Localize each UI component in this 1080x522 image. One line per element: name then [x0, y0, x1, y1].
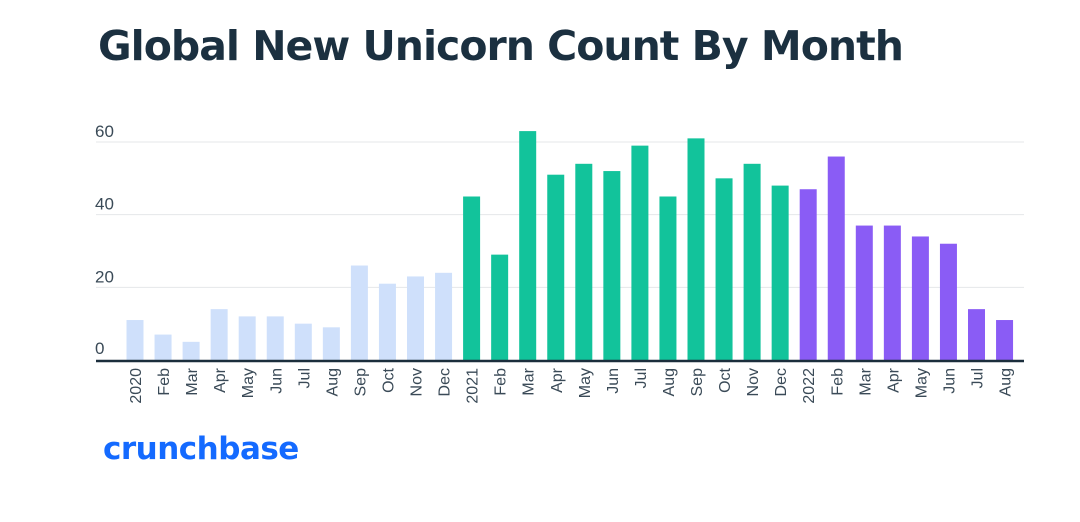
x-tick-label: Feb — [156, 368, 173, 396]
x-tick-label: Nov — [409, 368, 426, 396]
bar-2020-nov — [407, 276, 424, 360]
y-tick-label: 0 — [95, 339, 104, 358]
bar-2020-may — [238, 316, 256, 360]
x-tick-label: Sep — [689, 368, 706, 397]
bar-2020-oct — [378, 283, 396, 360]
bars — [126, 131, 1014, 360]
bar-2021-2021 — [463, 196, 481, 360]
bar-2020-apr — [210, 309, 228, 360]
bar-2021-mar — [519, 131, 537, 360]
bar-2022-aug — [996, 320, 1014, 360]
bar-2021-jun — [603, 171, 621, 360]
bar-2021-may — [575, 163, 593, 360]
bar-2020-aug — [322, 327, 340, 360]
bar-2020-mar — [182, 341, 200, 360]
bar-2022-jul — [968, 309, 985, 360]
bar-2022-jun — [939, 243, 957, 360]
x-tick-label: May — [913, 368, 930, 398]
x-tick-label: Mar — [521, 367, 538, 395]
crunchbase-logo: crunchbase — [103, 431, 299, 467]
bar-2020-dec — [435, 272, 453, 360]
x-tick-label: Aug — [998, 368, 1015, 396]
x-tick-label: Apr — [885, 367, 902, 393]
x-tick-label: Dec — [437, 368, 454, 396]
bar-2020-2020 — [126, 320, 144, 360]
x-tick-label: Mar — [857, 367, 874, 395]
x-tick-label: May — [240, 368, 257, 398]
bar-2022-apr — [883, 225, 901, 360]
x-tick-label: Oct — [380, 367, 397, 392]
x-tick-label: Aug — [661, 368, 678, 396]
bar-2022-mar — [855, 225, 873, 360]
x-tick-label: 2022 — [801, 368, 818, 404]
bar-2021-jul — [631, 145, 649, 360]
x-tick-label: Sep — [352, 368, 369, 397]
chart-title: Global New Unicorn Count By Month — [98, 22, 904, 70]
bar-2021-apr — [547, 174, 565, 360]
x-tick-label: Aug — [324, 368, 341, 396]
y-tick-label: 40 — [95, 195, 114, 214]
x-axis-ticks: 2020 Feb Mar Apr May Jun Jul Aug Sep Oct Nov Dec 202… — [128, 367, 1015, 403]
bar-2020-jul — [294, 323, 312, 360]
bar-2021-aug — [659, 196, 677, 360]
x-tick-label: Jul — [970, 368, 987, 388]
x-tick-label: Jun — [605, 368, 622, 394]
bar-2022-2022 — [799, 189, 817, 360]
x-tick-label: Apr — [549, 367, 566, 393]
y-tick-label: 60 — [95, 122, 114, 141]
bar-2021-sep — [687, 138, 705, 360]
bar-2020-feb — [154, 334, 172, 360]
x-tick-label: Nov — [745, 368, 762, 396]
bar-2022-feb — [827, 156, 845, 360]
y-axis-ticks: 0 20 40 60 — [95, 122, 114, 358]
x-tick-label: Jul — [633, 368, 650, 388]
bar-2021-feb — [491, 254, 509, 360]
bar-2021-dec — [771, 185, 789, 360]
x-tick-label: Jun — [941, 368, 958, 394]
x-tick-label: Feb — [829, 368, 846, 396]
x-tick-label: Jun — [268, 368, 285, 394]
bar-2022-may — [911, 236, 929, 360]
bar-2021-nov — [743, 163, 761, 360]
y-tick-label: 20 — [95, 267, 114, 286]
bar-2020-jun — [266, 316, 284, 360]
x-tick-label: 2020 — [128, 368, 145, 404]
x-tick-label: Feb — [493, 368, 510, 396]
bar-2021-oct — [715, 178, 733, 360]
x-tick-label: 2021 — [465, 368, 482, 404]
x-tick-label: Dec — [773, 368, 790, 396]
x-tick-label: Jul — [296, 368, 313, 388]
x-tick-label: May — [577, 368, 594, 398]
x-tick-label: Apr — [212, 367, 229, 393]
x-tick-label: Mar — [184, 367, 201, 395]
x-tick-label: Oct — [717, 367, 734, 392]
bar-2020-sep — [350, 265, 368, 360]
